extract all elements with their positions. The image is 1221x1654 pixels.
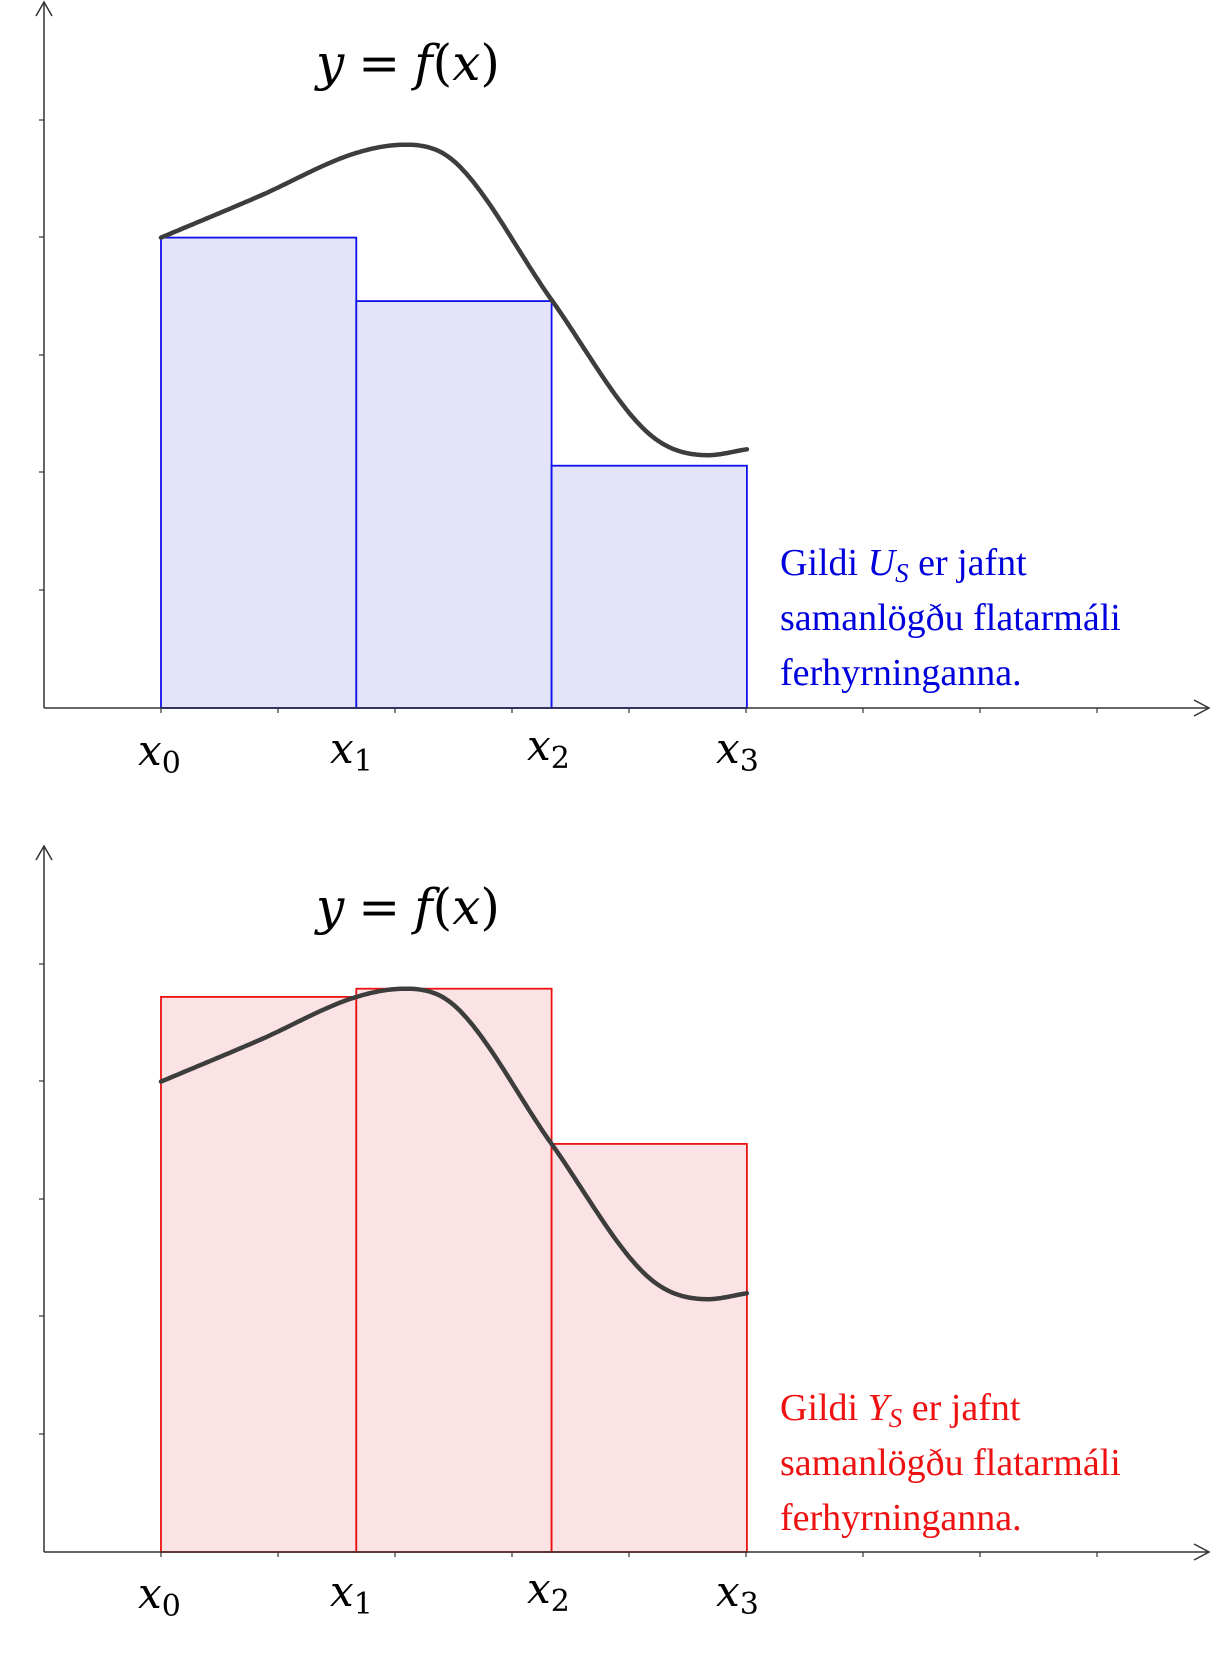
lower-equation: y = f(x) — [314, 878, 500, 936]
upper-rectangle-1 — [160, 236, 358, 709]
upper-rectangles — [160, 236, 748, 709]
upper-rectangle-3 — [550, 464, 748, 709]
lower-label-x2: x2 — [527, 1564, 570, 1619]
lower-rectangle-3 — [550, 1143, 748, 1553]
lower-y-axis-arrowhead — [35, 844, 53, 861]
upper-rectangle-2 — [355, 300, 553, 709]
upper-x-labels: x0 x1 x2 x3 — [138, 721, 759, 781]
lower-rectangles — [160, 987, 748, 1553]
svg-text:ferhyrninganna.: ferhyrninganna. — [780, 1497, 1022, 1539]
lower-rectangle-2 — [355, 987, 553, 1553]
upper-panel: y = f(x) x0 x1 x2 x3 Gildi US er jafnt sam… — [35, 0, 1211, 781]
svg-text:Gildi US er jafnt: Gildi US er jafnt — [780, 542, 1027, 588]
lower-rectangle-1 — [160, 996, 358, 1553]
upper-function-curve — [158, 142, 750, 458]
svg-text:samanlögðu flatarmáli: samanlögðu flatarmáli — [780, 1442, 1121, 1484]
lower-note: Gildi YS er jafnt samanlögðu flatarmáli … — [780, 1387, 1121, 1539]
lower-x-labels: x0 x1 x2 x3 — [138, 1564, 759, 1624]
upper-label-x2: x2 — [527, 721, 570, 776]
lower-function-curve — [158, 986, 750, 1302]
svg-text:samanlögðu flatarmáli: samanlögðu flatarmáli — [780, 597, 1121, 639]
upper-label-x0: x0 — [138, 726, 181, 781]
upper-note: Gildi US er jafnt samanlögðu flatarmáli … — [780, 542, 1121, 694]
upper-label-x1: x1 — [330, 724, 373, 779]
lower-label-x0: x0 — [138, 1569, 181, 1624]
upper-equation: y = f(x) — [314, 34, 500, 92]
upper-x-ticks — [160, 708, 1098, 713]
upper-label-x3: x3 — [716, 724, 759, 779]
lower-label-x3: x3 — [716, 1567, 759, 1622]
lower-x-axis-arrowhead — [1193, 1543, 1211, 1561]
svg-text:ferhyrninganna.: ferhyrninganna. — [780, 652, 1022, 694]
lower-panel: y = f(x) x0 x1 x2 x3 Gildi YS er jafnt sam… — [35, 844, 1211, 1624]
lower-label-x1: x1 — [330, 1567, 373, 1622]
upper-x-axis-arrowhead — [1193, 699, 1211, 717]
svg-text:Gildi YS er jafnt: Gildi YS er jafnt — [780, 1387, 1021, 1433]
upper-y-ticks — [39, 119, 44, 591]
lower-x-ticks — [160, 1552, 1098, 1557]
upper-y-axis-arrowhead — [35, 0, 53, 17]
lower-y-ticks — [39, 963, 44, 1435]
